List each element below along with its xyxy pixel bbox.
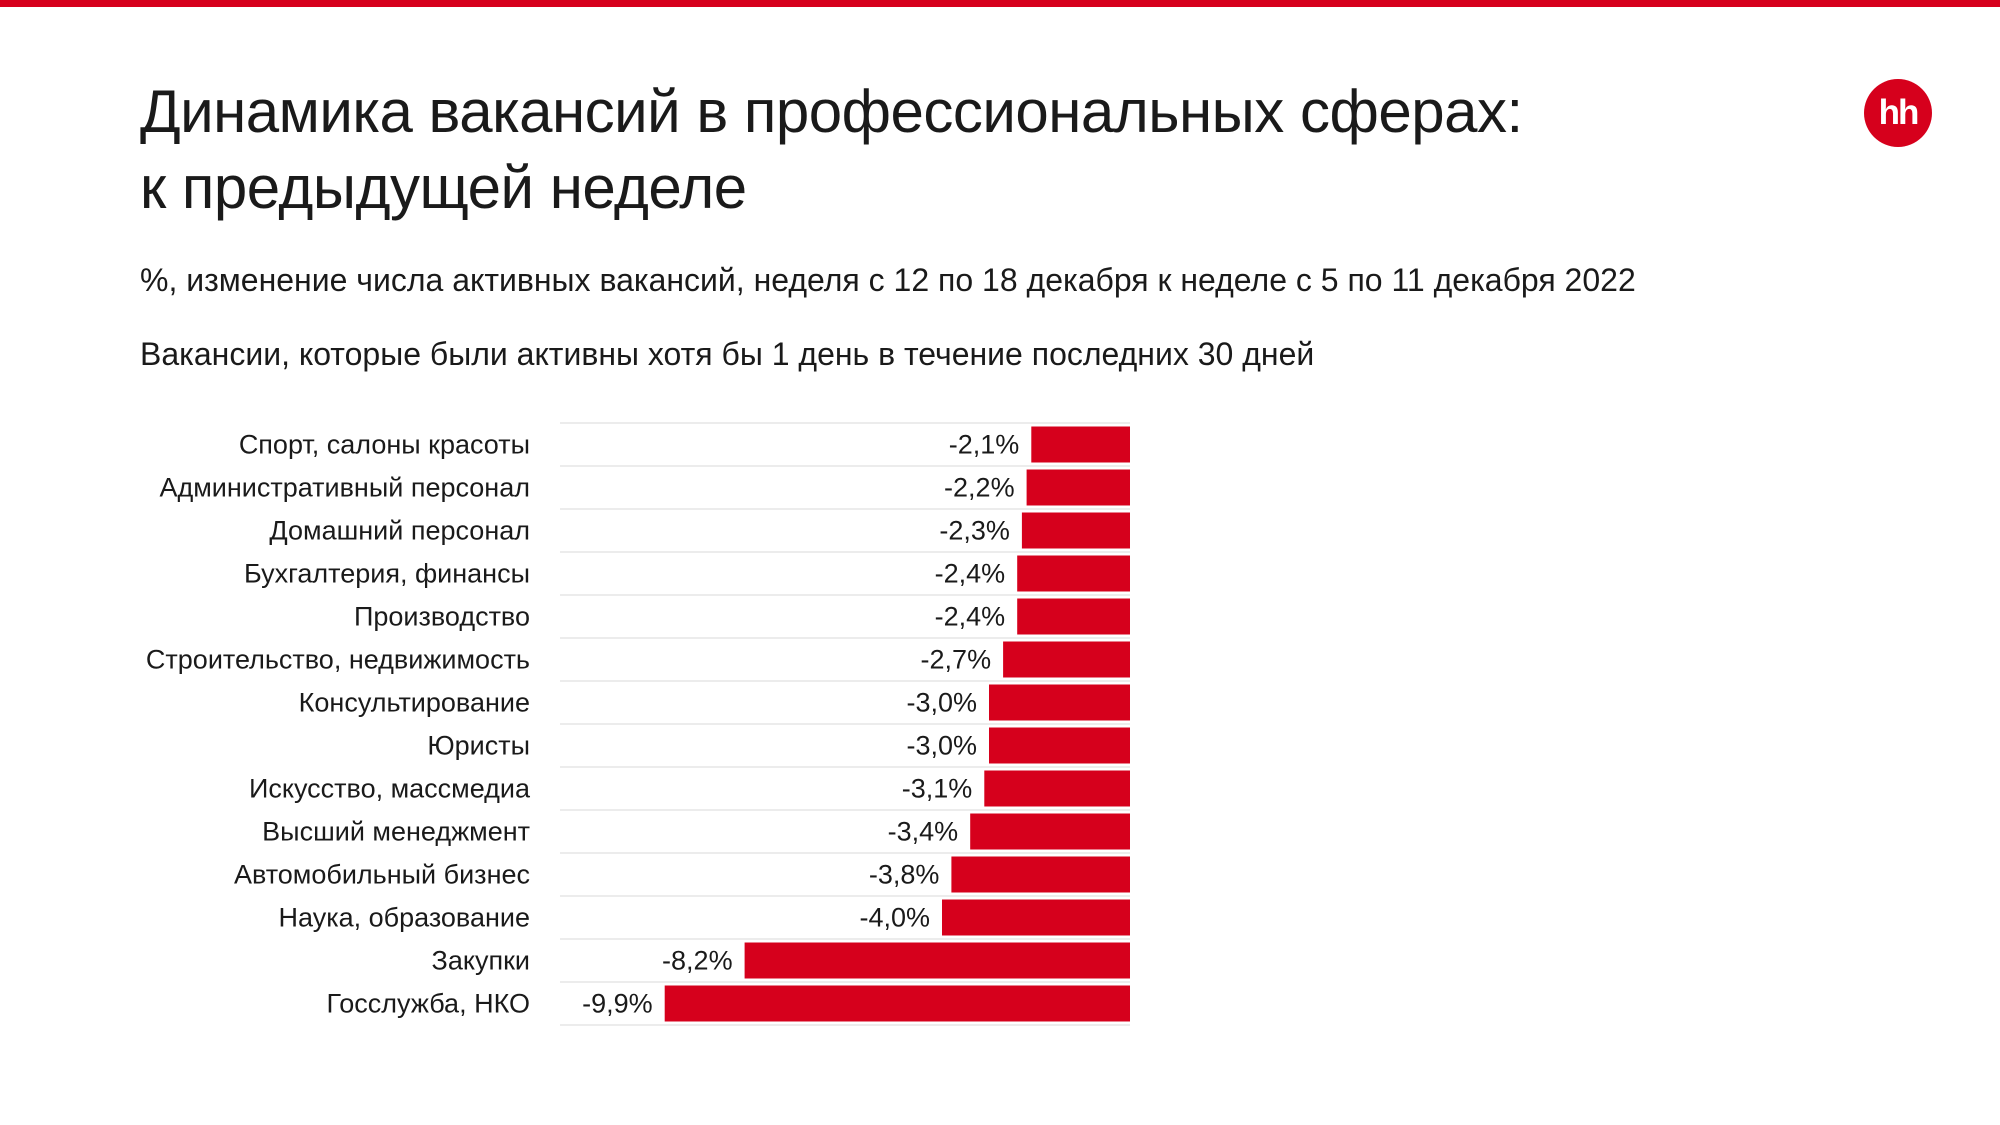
category-label: Административный персонал [159,473,530,503]
chart-note: Вакансии, которые были активны хотя бы 1… [140,336,1315,372]
category-label: Производство [354,602,530,632]
bar-layer [664,426,1130,1022]
category-label: Искусство, массмедиа [249,774,531,804]
category-label: Автомобильный бизнес [234,860,530,890]
bar [1017,555,1130,592]
data-label: -2,4% [935,602,1006,632]
grid-layer [560,422,1130,1026]
chart-subtitle: %, изменение числа активных вакансий, не… [140,262,1636,298]
data-label: -8,2% [662,946,733,976]
bar [1003,641,1130,678]
category-label: Консультирование [299,688,530,718]
category-label: Домашний персонал [269,516,530,546]
bar [942,899,1130,936]
data-label: -2,2% [944,473,1015,503]
data-label: -3,0% [906,688,977,718]
top-accent-bar [0,0,2000,7]
bar [989,727,1130,764]
bar [970,813,1130,850]
title-line-1: Динамика вакансий в профессиональных сфе… [140,78,1523,145]
data-label: -2,7% [921,645,992,675]
data-label: -2,4% [935,559,1006,589]
data-label: -3,1% [902,774,973,804]
data-label: -3,8% [869,860,940,890]
bar [1017,598,1130,635]
bar [744,942,1130,979]
category-label: Строительство, недвижимость [146,645,530,675]
data-label: -2,1% [949,430,1020,460]
bar [989,684,1130,721]
data-label: -4,0% [859,903,930,933]
category-label: Бухгалтерия, финансы [244,559,530,589]
bar [1026,469,1130,506]
bar [664,985,1130,1022]
category-label: Наука, образование [278,903,530,933]
title-line-2: к предыдущей неделе [140,154,747,221]
data-label: -9,9% [582,989,653,1019]
bar [1031,426,1130,463]
data-label: -3,0% [906,731,977,761]
category-label: Спорт, салоны красоты [239,430,530,460]
category-label: Закупки [432,946,530,976]
label-layer: Спорт, салоны красоты -2,1% Административн… [146,430,1019,1019]
hh-logo-text: hh [1878,93,1920,132]
category-label: Высший менеджмент [262,817,530,847]
data-label: -3,4% [888,817,959,847]
data-label: -2,3% [939,516,1010,546]
page-title: Динамика вакансий в профессиональных сфе… [140,74,1740,226]
category-label: Юристы [427,731,530,761]
hh-logo: hh [1864,79,1932,147]
bar [984,770,1130,807]
category-label: Госслужба, НКО [326,989,530,1019]
bar [1021,512,1130,549]
bar [951,856,1130,893]
